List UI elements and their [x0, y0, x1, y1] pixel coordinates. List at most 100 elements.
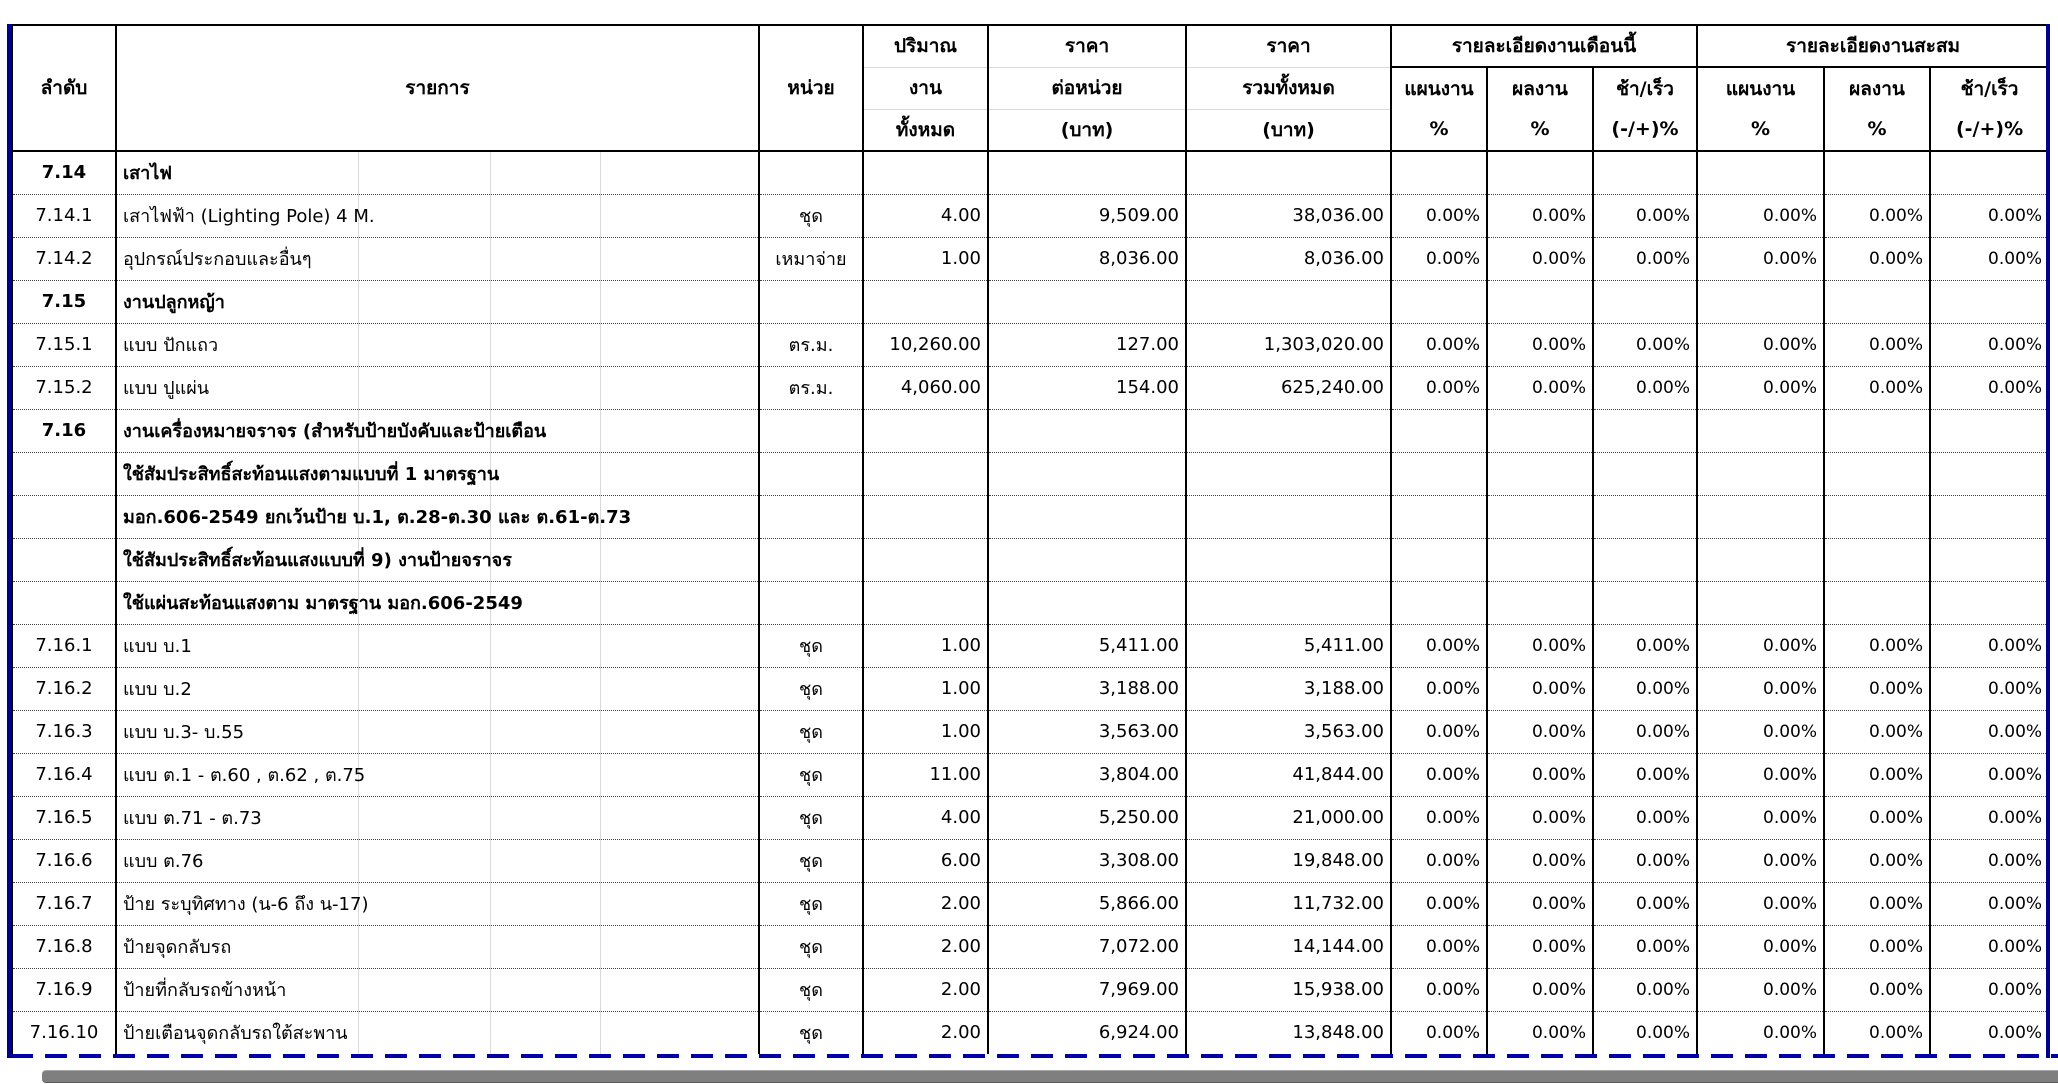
cell-no[interactable]: 7.16.3 — [11, 709, 117, 753]
cell-quantity[interactable]: 1.00 — [862, 236, 989, 280]
cell-cumulative-plan-percent[interactable]: 0.00% — [1696, 924, 1826, 968]
cell-month-delay-percent[interactable] — [1591, 451, 1699, 495]
cell-item[interactable]: ป้ายเตือนจุดกลับรถใต้สะพาน — [115, 1010, 760, 1054]
cell-month-actual-percent[interactable]: 0.00% — [1486, 967, 1594, 1011]
cell-unit[interactable] — [758, 580, 864, 624]
cell-month-plan-percent[interactable]: 0.00% — [1390, 838, 1488, 882]
cell-cumulative-delay-percent[interactable]: 0.00% — [1929, 666, 2051, 710]
table-row[interactable]: มอก.606-2549 ยกเว้นป้าย บ.1, ต.28-ต.30 แ… — [11, 494, 2051, 538]
cell-month-actual-percent[interactable]: 0.00% — [1486, 236, 1594, 280]
cell-total-price[interactable]: 3,563.00 — [1185, 709, 1392, 753]
cell-month-delay-percent[interactable]: 0.00% — [1591, 1010, 1699, 1054]
cell-month-plan-percent[interactable] — [1390, 537, 1488, 581]
cell-no[interactable]: 7.15 — [11, 279, 117, 323]
cell-cumulative-plan-percent[interactable] — [1696, 408, 1826, 452]
cell-cumulative-delay-percent[interactable] — [1929, 408, 2051, 452]
cell-cumulative-actual-percent[interactable]: 0.00% — [1823, 1010, 1932, 1054]
cell-unit-price[interactable] — [987, 451, 1187, 495]
cell-no[interactable]: 7.14.1 — [11, 193, 117, 237]
cell-quantity[interactable] — [862, 451, 989, 495]
cell-unit-price[interactable] — [987, 537, 1187, 581]
cell-month-delay-percent[interactable]: 0.00% — [1591, 795, 1699, 839]
cell-month-plan-percent[interactable] — [1390, 151, 1488, 194]
cell-unit[interactable] — [758, 494, 864, 538]
cell-no[interactable]: 7.16.4 — [11, 752, 117, 796]
cell-unit[interactable] — [758, 279, 864, 323]
cell-quantity[interactable]: 2.00 — [862, 1010, 989, 1054]
cell-no[interactable] — [11, 580, 117, 624]
table-row[interactable]: ใช้สัมประสิทธิ์สะท้อนแสงตามแบบที่ 1 มาตร… — [11, 451, 2051, 495]
cell-cumulative-actual-percent[interactable] — [1823, 580, 1932, 624]
cell-item[interactable]: แบบ บ.2 — [115, 666, 760, 710]
cell-quantity[interactable]: 2.00 — [862, 881, 989, 925]
cell-no[interactable]: 7.15.2 — [11, 365, 117, 409]
table-row[interactable]: ใช้แผ่นสะท้อนแสงตาม มาตรฐาน มอก.606-2549 — [11, 580, 2051, 624]
cell-no[interactable]: 7.16.10 — [11, 1010, 117, 1054]
table-row[interactable]: 7.16.9 ป้ายที่กลับรถข้างหน้า ชุด 2.00 7,… — [11, 967, 2051, 1011]
cell-month-actual-percent[interactable]: 0.00% — [1486, 365, 1594, 409]
cell-quantity[interactable] — [862, 151, 989, 194]
cell-quantity[interactable]: 6.00 — [862, 838, 989, 882]
cell-total-price[interactable] — [1185, 537, 1392, 581]
cell-no[interactable] — [11, 494, 117, 538]
cell-total-price[interactable] — [1185, 451, 1392, 495]
cell-cumulative-actual-percent[interactable] — [1823, 279, 1932, 323]
cell-no[interactable]: 7.16.9 — [11, 967, 117, 1011]
cell-month-plan-percent[interactable] — [1390, 451, 1488, 495]
cell-unit[interactable]: ตร.ม. — [758, 322, 864, 366]
cell-cumulative-delay-percent[interactable]: 0.00% — [1929, 365, 2051, 409]
cell-unit-price[interactable] — [987, 151, 1187, 194]
cell-month-delay-percent[interactable]: 0.00% — [1591, 881, 1699, 925]
cell-unit-price[interactable] — [987, 408, 1187, 452]
table-row[interactable]: 7.16.7 ป้าย ระบุทิศทาง (น-6 ถึง น-17) ชุ… — [11, 881, 2051, 925]
table-row[interactable]: 7.16.4 แบบ ต.1 - ต.60 , ต.62 , ต.75 ชุด … — [11, 752, 2051, 796]
cell-cumulative-delay-percent[interactable]: 0.00% — [1929, 752, 2051, 796]
cell-cumulative-delay-percent[interactable]: 0.00% — [1929, 838, 2051, 882]
cell-quantity[interactable]: 2.00 — [862, 967, 989, 1011]
cell-no[interactable]: 7.16.6 — [11, 838, 117, 882]
table-row[interactable]: 7.16.5 แบบ ต.71 - ต.73 ชุด 4.00 5,250.00… — [11, 795, 2051, 839]
cell-total-price[interactable]: 14,144.00 — [1185, 924, 1392, 968]
cell-cumulative-actual-percent[interactable]: 0.00% — [1823, 967, 1932, 1011]
cell-cumulative-plan-percent[interactable] — [1696, 537, 1826, 581]
cell-month-plan-percent[interactable]: 0.00% — [1390, 365, 1488, 409]
table-row[interactable]: 7.16.3 แบบ บ.3- บ.55 ชุด 1.00 3,563.00 3… — [11, 709, 2051, 753]
cell-item[interactable]: แบบ ปูแผ่น — [115, 365, 760, 409]
cell-unit-price[interactable]: 5,866.00 — [987, 881, 1187, 925]
cell-month-plan-percent[interactable] — [1390, 279, 1488, 323]
cell-month-delay-percent[interactable]: 0.00% — [1591, 365, 1699, 409]
cell-month-delay-percent[interactable]: 0.00% — [1591, 924, 1699, 968]
cell-total-price[interactable] — [1185, 580, 1392, 624]
cell-unit[interactable]: ชุด — [758, 881, 864, 925]
cell-cumulative-plan-percent[interactable]: 0.00% — [1696, 967, 1826, 1011]
cell-item[interactable]: งานปลูกหญ้า — [115, 279, 760, 323]
cell-unit[interactable] — [758, 537, 864, 581]
cell-month-plan-percent[interactable]: 0.00% — [1390, 666, 1488, 710]
cell-month-delay-percent[interactable]: 0.00% — [1591, 322, 1699, 366]
cell-cumulative-actual-percent[interactable]: 0.00% — [1823, 623, 1932, 667]
cell-month-plan-percent[interactable]: 0.00% — [1390, 924, 1488, 968]
cell-unit[interactable]: ชุด — [758, 193, 864, 237]
cell-cumulative-delay-percent[interactable] — [1929, 580, 2051, 624]
cell-unit-price[interactable]: 3,563.00 — [987, 709, 1187, 753]
cell-month-actual-percent[interactable]: 0.00% — [1486, 924, 1594, 968]
table-row[interactable]: ใช้สัมประสิทธิ์สะท้อนแสงแบบที่ 9) งานป้า… — [11, 537, 2051, 581]
cell-quantity[interactable] — [862, 537, 989, 581]
cell-no[interactable] — [11, 451, 117, 495]
cell-total-price[interactable]: 13,848.00 — [1185, 1010, 1392, 1054]
cell-unit-price[interactable]: 7,072.00 — [987, 924, 1187, 968]
cell-month-delay-percent[interactable] — [1591, 408, 1699, 452]
cell-unit[interactable]: ชุด — [758, 924, 864, 968]
cell-month-actual-percent[interactable]: 0.00% — [1486, 709, 1594, 753]
table-row[interactable]: 7.16 งานเครื่องหมายจราจร (สำหรับป้ายบังค… — [11, 408, 2051, 452]
cell-month-plan-percent[interactable]: 0.00% — [1390, 795, 1488, 839]
cell-cumulative-delay-percent[interactable]: 0.00% — [1929, 924, 2051, 968]
cell-month-delay-percent[interactable]: 0.00% — [1591, 193, 1699, 237]
cell-unit[interactable]: ชุด — [758, 709, 864, 753]
cell-unit[interactable]: ตร.ม. — [758, 365, 864, 409]
cell-cumulative-delay-percent[interactable]: 0.00% — [1929, 709, 2051, 753]
table-row[interactable]: 7.16.2 แบบ บ.2 ชุด 1.00 3,188.00 3,188.0… — [11, 666, 2051, 710]
cell-month-actual-percent[interactable] — [1486, 408, 1594, 452]
cell-month-plan-percent[interactable]: 0.00% — [1390, 709, 1488, 753]
cell-month-actual-percent[interactable] — [1486, 279, 1594, 323]
